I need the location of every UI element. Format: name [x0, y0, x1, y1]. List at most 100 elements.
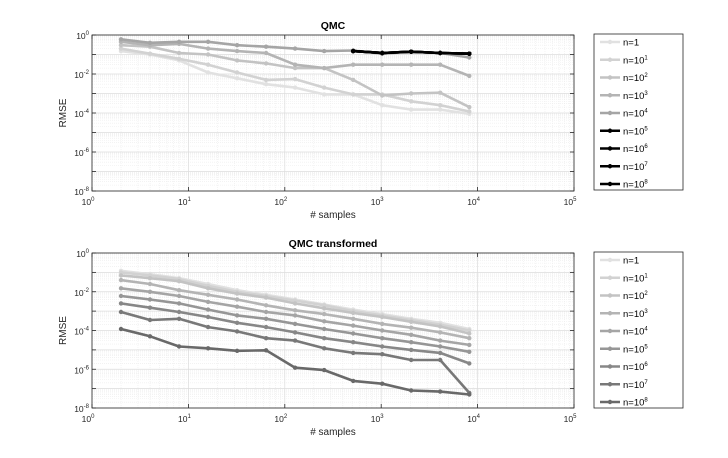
chart2-data-point	[322, 336, 327, 341]
chart1-x-tick-label: 103	[371, 197, 384, 207]
chart1-grid	[91, 34, 575, 192]
chart1-data-point	[322, 85, 327, 90]
chart2-data-point	[205, 346, 211, 351]
chart2-legend-label: n=1	[623, 256, 639, 267]
chart2-data-point	[322, 311, 327, 317]
chart2-data-point	[351, 350, 356, 356]
chart1-data-point	[322, 92, 327, 97]
chart2-x-axis-label: # samples	[310, 427, 356, 438]
chart2-data-point	[234, 329, 240, 334]
chart2-series-5	[118, 286, 472, 348]
chart1-legend-marker	[607, 128, 613, 133]
chart1-data-point	[322, 48, 327, 54]
chart2-data-point	[205, 292, 211, 297]
chart1-data-point	[467, 109, 472, 114]
chart1-legend-item: n=103	[600, 91, 648, 102]
chart2-data-point	[409, 319, 414, 324]
chart1-data-point	[263, 61, 269, 66]
chart1-data-point	[292, 62, 298, 67]
chart2-data-point	[380, 344, 385, 349]
chart2-data-point	[205, 286, 211, 291]
chart1-legend-label: n=106	[623, 144, 648, 155]
chart1-data-point	[409, 49, 414, 54]
chart2-legend-label: n=102	[623, 291, 648, 302]
chart1-title: QMC	[321, 20, 346, 32]
chart2-legend-marker	[607, 293, 613, 298]
chart1-data-point	[147, 40, 153, 45]
chart2-data-point	[263, 309, 269, 315]
chart2-data-point	[234, 304, 240, 309]
chart2-data-point	[351, 310, 356, 316]
chart2-data-point	[409, 388, 414, 393]
chart1-data-point	[176, 39, 182, 44]
chart2-data-point	[263, 303, 269, 308]
chart1-legend-marker	[607, 164, 613, 169]
chart2-data-point	[118, 277, 124, 283]
chart1-data-point	[467, 51, 472, 56]
chart1-data-point	[147, 51, 153, 56]
chart2-data-point	[205, 307, 211, 312]
chart1-data-point	[380, 103, 385, 108]
chart2-data-point	[234, 320, 240, 325]
chart1-legend-item: n=1	[600, 38, 639, 49]
chart1-data-point	[380, 62, 385, 67]
chart2-legend-marker	[607, 275, 613, 280]
chart2-data-point	[380, 321, 385, 327]
chart2-data-point	[118, 293, 124, 299]
chart2-data-point	[438, 324, 443, 329]
chart2-data-point	[380, 381, 385, 386]
chart2-data-point	[176, 301, 182, 306]
chart1-y-tick-label: 10-6	[74, 148, 89, 158]
chart2-data-point	[292, 301, 298, 306]
chart2-data-point	[351, 340, 356, 345]
chart2-x-tick-label: 103	[371, 414, 384, 424]
chart1-legend-item: n=107	[600, 162, 648, 173]
chart2-data-point	[380, 328, 385, 333]
chart2-data-point	[351, 331, 356, 336]
chart2-data-point	[292, 330, 298, 335]
chart2-data-point	[438, 389, 443, 394]
chart2-data-point	[176, 279, 182, 284]
chart1-data-point	[409, 62, 414, 67]
chart2-data-point	[292, 321, 298, 327]
chart2-data-point	[176, 288, 182, 293]
chart1-legend-marker	[607, 39, 613, 45]
chart2-x-tick-label: 105	[564, 414, 577, 424]
chart2-x-tick-label: 102	[274, 414, 287, 424]
chart2-data-point	[263, 348, 269, 353]
chart1-x-tick-label: 104	[467, 197, 480, 207]
chart2-data-point	[467, 349, 472, 354]
chart1-data-point	[380, 50, 385, 56]
chart1-legend-item: n=105	[600, 126, 648, 137]
chart2-legend-item: n=106	[600, 362, 648, 373]
chart1-legend-label: n=104	[623, 109, 648, 120]
chart2-data-point	[147, 281, 153, 287]
chart1-data-point	[438, 62, 443, 67]
chart2-data-point	[147, 289, 153, 294]
chart1-data-point	[176, 56, 182, 61]
chart2-data-point	[322, 326, 327, 332]
chart1-data-point	[467, 55, 472, 60]
chart2-legend-label: n=101	[623, 273, 648, 284]
chart2-series-3	[118, 273, 472, 336]
chart1-data-point	[234, 70, 240, 75]
chart1-data-point	[263, 50, 269, 56]
chart1-data-point	[438, 50, 443, 56]
chart1-legend-label: n=1	[623, 38, 639, 49]
chart1-data-point	[438, 90, 443, 95]
chart2-data-point	[380, 314, 385, 320]
chart2-data-point	[147, 305, 153, 310]
chart2-y-tick-label: 100	[76, 249, 89, 259]
chart2-data-point	[467, 392, 472, 397]
chart2-data-point	[147, 334, 153, 339]
chart1-data-point	[205, 52, 211, 57]
chart1-data-point	[118, 37, 124, 42]
chart1-legend: n=1 n=101 n=102 n=103 n=104 n=105 n=106 n=107 n=…	[593, 33, 684, 191]
chart1-data-point	[351, 77, 356, 83]
chart1-data-point	[118, 46, 124, 51]
chart2-data-point	[176, 293, 182, 299]
chart2-data-point	[322, 367, 327, 373]
chart2-data-point	[438, 344, 443, 349]
chart1-data-point	[234, 43, 240, 48]
chart2-series-6	[118, 293, 472, 354]
